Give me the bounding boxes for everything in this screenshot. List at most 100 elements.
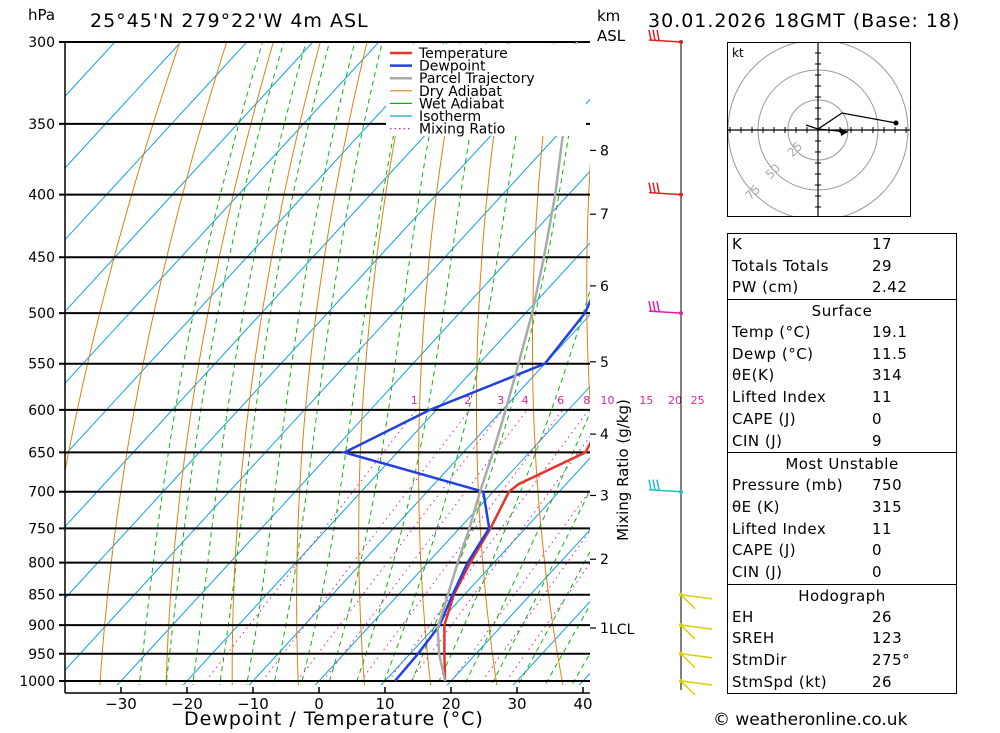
wind-barb-flag	[656, 29, 660, 41]
value: 17	[872, 235, 893, 253]
value: 11	[872, 388, 893, 407]
isotherm-line	[65, 42, 314, 313]
mixing-ratio-axis-title: Mixing Ratio (g/kg)	[614, 399, 632, 541]
wet-adiabat-line	[544, 604, 590, 685]
hodograph-unit: kt	[732, 46, 744, 60]
hodograph-ring-label-50: 50	[763, 161, 784, 182]
mixing-ratio-line	[505, 562, 590, 682]
pressure-unit: hPa	[28, 6, 56, 24]
isotherm-line	[65, 98, 590, 671]
mixing-ratio-label: 25	[691, 394, 705, 407]
dry-adiabat-line	[165, 42, 274, 685]
label: CAPE (J)	[732, 409, 797, 428]
surface-row: Temp (°C) 19.1	[728, 322, 956, 344]
wet-adiabat-line	[138, 42, 264, 685]
isotherm-line	[446, 529, 590, 685]
dry-adiabat-line	[969, 0, 1000, 707]
wind-barb-flag	[656, 182, 660, 193]
legend-label: Wet Adiabat	[419, 96, 505, 112]
wind-barb-flag	[648, 300, 652, 312]
isotherm-line	[65, 42, 182, 169]
wind-barb-flag	[652, 479, 656, 490]
wind-barb-flag	[680, 653, 713, 659]
most-unstable-section: Most Unstable Pressure (mb) 750 θE (K) 315…	[728, 452, 956, 583]
surface-row: CIN (J) 9	[728, 431, 956, 453]
legend-box	[386, 44, 586, 136]
mixing-ratio-label: 8	[583, 394, 590, 407]
mu-row: θE (K) 315	[728, 497, 956, 519]
surface-row: CAPE (J) 0	[728, 409, 956, 431]
hodograph-ring-label-25: 25	[785, 139, 806, 160]
wind-barb-staff	[648, 39, 682, 43]
label: Lifted Index	[732, 519, 827, 538]
x-tick-label: 30	[507, 695, 526, 713]
label: StmSpd (kt)	[732, 672, 828, 691]
isotherm-line	[314, 385, 590, 685]
mu-row: CIN (J) 0	[728, 562, 956, 584]
location-title: 25°45'N 279°22'W 4m ASL	[90, 10, 369, 32]
pressure-tick-label: 650	[28, 445, 55, 461]
wind-barb-flag	[652, 300, 656, 312]
surface-section: Surface Temp (°C) 19.1 Dewp (°C) 11.5 θE(K…	[728, 299, 956, 452]
pressure-tick-label: 750	[28, 521, 55, 537]
wind-barb-flag	[680, 594, 713, 600]
legend-label: Mixing Ratio	[419, 122, 505, 138]
wind-barb-flag	[680, 624, 713, 630]
isotherm-line	[65, 42, 116, 97]
value: 314	[872, 366, 903, 385]
x-tick-label: 20	[441, 695, 460, 713]
wind-barb-staff	[680, 624, 696, 640]
pressure-tick-label: 500	[28, 306, 55, 322]
wind-barb-flag	[656, 300, 660, 312]
pressure-tick-label: 700	[28, 485, 55, 501]
isotherm-line	[248, 313, 590, 685]
label: K	[732, 235, 743, 253]
label: CIN (J)	[732, 431, 783, 450]
pressure-tick-label: 1000	[19, 674, 55, 690]
isotherm-line	[380, 457, 590, 685]
value: 123	[872, 629, 903, 648]
indices-row-tt: Totals Totals 29	[728, 256, 956, 278]
mixing-ratio-label: 2	[464, 394, 471, 407]
x-tick-label: 10	[375, 695, 394, 713]
hodo-row: StmSpd (kt) 26	[728, 672, 956, 694]
mixing-ratio-label: 4	[522, 394, 529, 407]
wind-barb-staff	[648, 310, 682, 314]
hodograph: kt 25 50 75	[727, 42, 911, 217]
isotherm-line	[116, 170, 590, 685]
value: 275°	[872, 651, 911, 669]
height-tick-label: 3	[600, 488, 609, 504]
hodograph-trace	[805, 112, 897, 130]
wind-barb-staff	[648, 191, 682, 196]
hodograph-end-dot	[893, 120, 899, 126]
mixing-ratio-label: 1	[411, 394, 418, 407]
mixing-ratio-label: 3	[497, 394, 504, 407]
wind-barb-staff	[680, 680, 696, 696]
wind-barb-staff	[680, 653, 696, 669]
wind-barb-flag	[652, 29, 656, 41]
isotherm-line	[182, 242, 590, 685]
isotherm-line	[65, 42, 380, 384]
pressure-tick-label: 550	[28, 357, 55, 373]
value: 19.1	[872, 323, 908, 342]
label: Pressure (mb)	[732, 476, 844, 495]
mixing-ratio-line	[261, 409, 471, 682]
pressure-tick-label: 900	[28, 618, 55, 634]
wet-adiabat-line	[219, 42, 331, 685]
height-unit: km ASL	[597, 6, 625, 46]
label: PW (cm)	[732, 278, 799, 297]
wind-barb-staff	[680, 594, 696, 610]
label: Temp (°C)	[732, 323, 811, 342]
mixing-ratio-line	[481, 530, 590, 682]
legend-label: Dewpoint	[419, 59, 486, 75]
value: 0	[872, 409, 883, 428]
mixing-ratio-label: 15	[639, 394, 653, 407]
label: θE(K)	[732, 366, 775, 385]
wind-barb-flag	[656, 479, 660, 490]
dry-adiabat-line	[586, 161, 590, 409]
x-tick-label: −20	[171, 695, 203, 713]
height-tick-label: 8	[600, 143, 609, 159]
datetime-title: 30.01.2026 18GMT (Base: 18)	[648, 10, 961, 32]
label: EH	[732, 607, 754, 626]
